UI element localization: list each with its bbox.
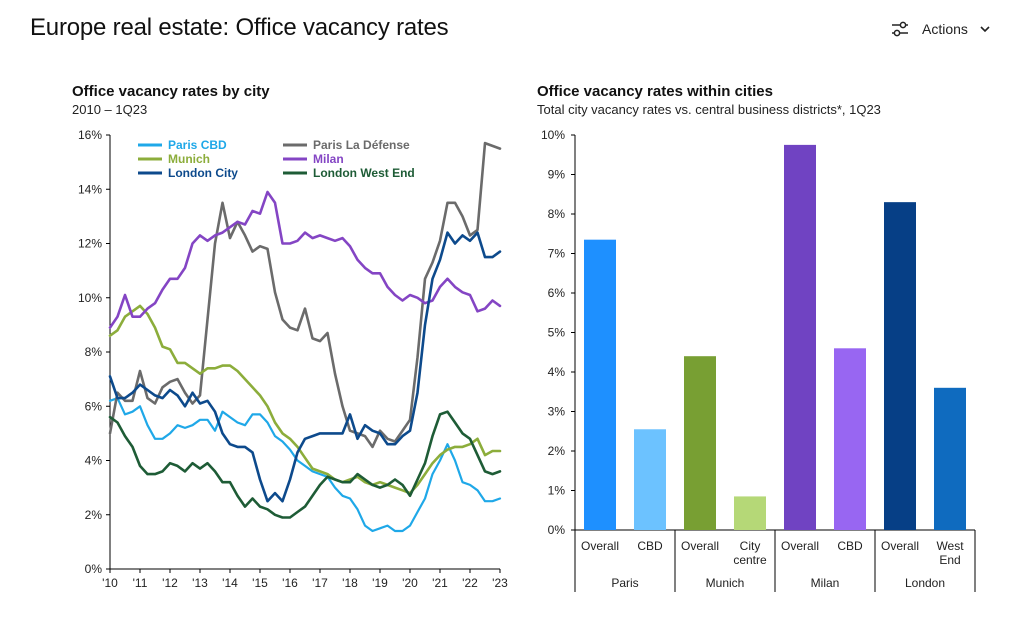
bar-munich-city-centre — [734, 496, 766, 530]
y-tick-label: 9% — [548, 168, 566, 182]
bar-category-label: CBD — [637, 539, 663, 553]
bar-munich-overall — [684, 356, 716, 530]
bar-paris-cbd — [634, 429, 666, 530]
y-tick-label: 12% — [78, 237, 102, 251]
bar-category-label: West — [936, 539, 964, 553]
line-chart-title: Office vacancy rates by city — [72, 83, 270, 100]
y-tick-label: 10% — [541, 128, 565, 142]
x-tick-label: '17 — [312, 576, 328, 590]
y-tick-label: 6% — [85, 399, 103, 413]
x-tick-label: '13 — [192, 576, 208, 590]
legend-label: Paris CBD — [168, 138, 227, 152]
y-tick-label: 6% — [548, 286, 566, 300]
x-tick-label: '16 — [282, 576, 298, 590]
x-tick-label: '11 — [133, 576, 148, 590]
y-tick-label: 2% — [85, 508, 103, 522]
y-tick-label: 14% — [78, 182, 102, 196]
bar-category-label: Overall — [681, 539, 719, 553]
y-tick-label: 3% — [548, 405, 566, 419]
bar-category-label: centre — [733, 553, 767, 567]
chevron-down-icon — [980, 26, 990, 33]
y-tick-label: 16% — [78, 128, 102, 142]
bar-category-label: Overall — [581, 539, 619, 553]
bar-category-label: CBD — [837, 539, 863, 553]
y-tick-label: 8% — [548, 207, 566, 221]
y-tick-label: 4% — [85, 454, 103, 468]
legend-label: Paris La Défense — [313, 138, 410, 152]
bar-chart-subtitle: Total city vacancy rates vs. central bus… — [537, 102, 881, 117]
legend-label: Munich — [168, 152, 210, 166]
x-tick-label: '15 — [252, 576, 268, 590]
sliders-icon — [892, 21, 908, 37]
x-tick-label: '12 — [162, 576, 178, 590]
y-tick-label: 4% — [548, 365, 566, 379]
bar-milan-cbd — [834, 348, 866, 530]
x-tick-label: '18 — [342, 576, 358, 590]
group-label: Paris — [611, 576, 638, 590]
actions-button[interactable]: Actions — [890, 20, 992, 38]
actions-label: Actions — [922, 21, 968, 37]
bar-category-label: Overall — [881, 539, 919, 553]
bar-category-label: City — [740, 539, 761, 553]
bar-category-label: Overall — [781, 539, 819, 553]
bar-chart-title: Office vacancy rates within cities — [537, 83, 773, 100]
series-line-munich — [108, 304, 502, 495]
series-line-london-city — [108, 231, 502, 503]
y-tick-label: 10% — [78, 291, 102, 305]
x-tick-label: '19 — [372, 576, 388, 590]
y-tick-label: 5% — [548, 326, 566, 340]
series-line-paris-cbd — [108, 397, 502, 533]
x-tick-label: '20 — [402, 576, 418, 590]
x-tick-label: '22 — [462, 576, 478, 590]
legend-label: London West End — [313, 166, 415, 180]
series-line-london-west-end — [108, 410, 502, 519]
group-label: London — [905, 576, 945, 590]
legend-label: London City — [168, 166, 238, 180]
page-title: Europe real estate: Office vacancy rates — [30, 14, 449, 41]
series-line-milan — [108, 190, 502, 329]
bar-milan-overall — [784, 144, 816, 530]
bar-london-overall — [884, 202, 916, 530]
y-tick-label: 1% — [548, 484, 566, 498]
legend-label: Milan — [313, 152, 344, 166]
series-line-paris-la-d-fense — [108, 141, 502, 449]
bar-category-label: End — [939, 553, 960, 567]
group-label: Munich — [706, 576, 745, 590]
y-tick-label: 0% — [548, 523, 566, 537]
x-tick-label: '10 — [102, 576, 118, 590]
bar-london-west-end — [934, 387, 966, 530]
line-chart-subtitle: 2010 – 1Q23 — [72, 102, 148, 117]
y-tick-label: 2% — [548, 444, 566, 458]
bar-paris-overall — [584, 239, 616, 531]
y-tick-label: 8% — [85, 345, 103, 359]
x-tick-label: '23 — [492, 576, 508, 590]
x-tick-label: '21 — [432, 576, 448, 590]
group-label: Milan — [811, 576, 840, 590]
y-tick-label: 0% — [85, 562, 103, 576]
x-tick-label: '14 — [222, 576, 238, 590]
y-tick-label: 7% — [548, 247, 566, 261]
